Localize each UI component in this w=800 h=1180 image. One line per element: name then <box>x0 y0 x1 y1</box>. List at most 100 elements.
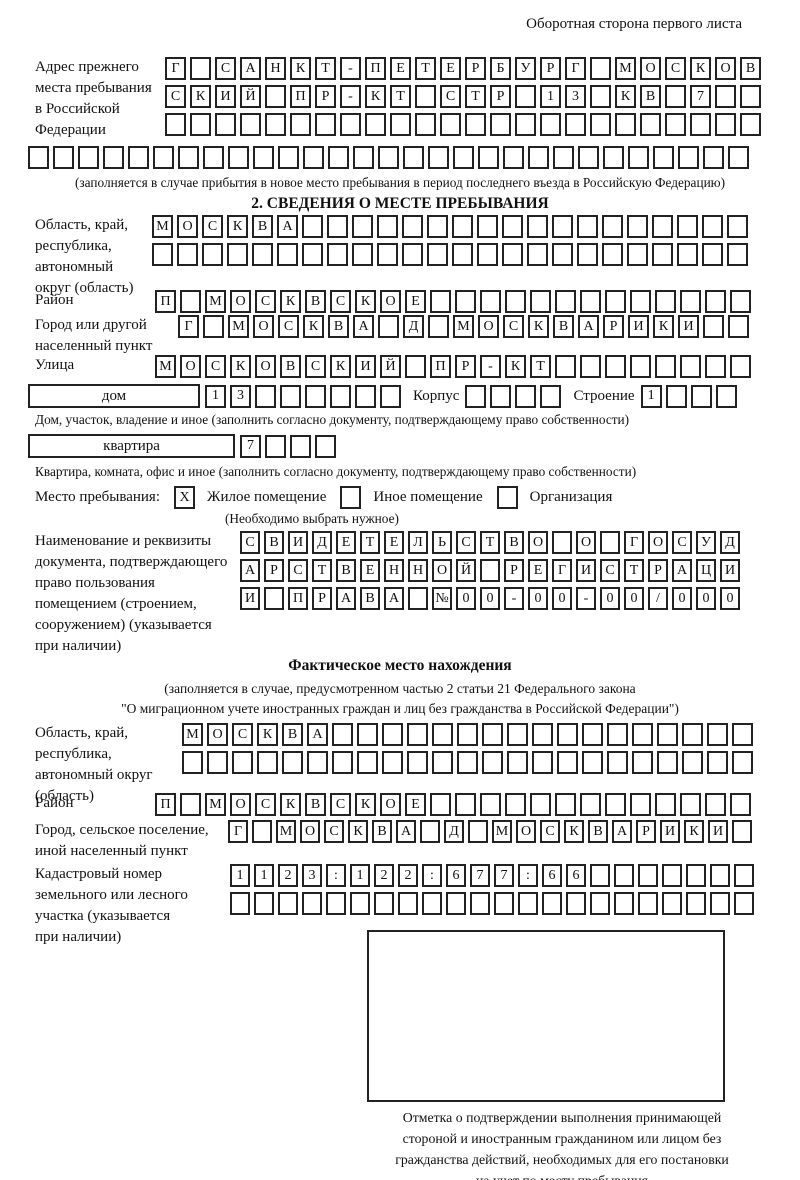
form-cell[interactable] <box>177 243 198 266</box>
form-cell[interactable] <box>715 85 736 108</box>
form-cell[interactable] <box>357 723 378 746</box>
form-cell[interactable]: О <box>253 315 274 338</box>
form-cell[interactable]: А <box>672 559 692 582</box>
form-cell[interactable]: А <box>578 315 599 338</box>
form-cell[interactable] <box>580 290 601 313</box>
form-cell[interactable]: Н <box>408 559 428 582</box>
form-cell[interactable]: И <box>288 531 308 554</box>
form-cell[interactable] <box>578 146 599 169</box>
form-cell[interactable]: А <box>307 723 328 746</box>
form-cell[interactable] <box>710 864 730 887</box>
form-cell[interactable]: С <box>330 290 351 313</box>
form-cell[interactable] <box>352 215 373 238</box>
checkbox-zhiloe-pomeshchenie[interactable]: X <box>174 486 195 509</box>
form-cell[interactable] <box>430 793 451 816</box>
form-cell[interactable]: 1 <box>350 864 370 887</box>
form-cell[interactable] <box>557 751 578 774</box>
form-cell[interactable]: Ь <box>432 531 452 554</box>
form-cell[interactable]: У <box>696 531 716 554</box>
form-cell[interactable] <box>655 355 676 378</box>
form-cell[interactable] <box>302 243 323 266</box>
form-cell[interactable] <box>577 243 598 266</box>
form-cell[interactable] <box>427 215 448 238</box>
form-cell[interactable]: К <box>690 57 711 80</box>
form-cell[interactable]: 3 <box>302 864 322 887</box>
form-cell[interactable] <box>103 146 124 169</box>
form-cell[interactable]: К <box>290 57 311 80</box>
form-cell[interactable] <box>627 243 648 266</box>
form-cell[interactable]: - <box>340 57 361 80</box>
form-cell[interactable]: Е <box>440 57 461 80</box>
form-cell[interactable] <box>728 315 749 338</box>
form-cell[interactable] <box>407 751 428 774</box>
form-cell[interactable] <box>515 384 537 408</box>
form-cell[interactable] <box>182 751 203 774</box>
form-cell[interactable] <box>590 892 610 915</box>
form-cell[interactable] <box>652 215 673 238</box>
form-cell[interactable]: С <box>205 355 226 378</box>
form-cell[interactable]: 6 <box>542 864 562 887</box>
form-cell[interactable] <box>190 113 211 136</box>
form-cell[interactable]: М <box>228 315 249 338</box>
form-cell[interactable] <box>707 751 728 774</box>
form-cell[interactable] <box>602 215 623 238</box>
form-cell[interactable] <box>420 820 440 843</box>
form-cell[interactable] <box>552 243 573 266</box>
form-cell[interactable]: Н <box>384 559 404 582</box>
form-cell[interactable] <box>505 793 526 816</box>
form-cell[interactable] <box>350 892 370 915</box>
form-cell[interactable] <box>515 85 536 108</box>
form-cell[interactable] <box>398 892 418 915</box>
form-cell[interactable] <box>614 892 634 915</box>
form-cell[interactable]: В <box>372 820 392 843</box>
form-cell[interactable] <box>527 243 548 266</box>
form-cell[interactable] <box>265 85 286 108</box>
form-cell[interactable]: К <box>528 315 549 338</box>
form-cell[interactable] <box>315 434 336 458</box>
form-cell[interactable] <box>455 290 476 313</box>
form-cell[interactable]: 1 <box>640 384 662 408</box>
form-cell[interactable] <box>715 384 737 408</box>
form-cell[interactable]: Р <box>540 57 561 80</box>
form-cell[interactable] <box>178 146 199 169</box>
form-cell[interactable]: : <box>422 864 442 887</box>
form-cell[interactable] <box>327 215 348 238</box>
form-cell[interactable] <box>542 892 562 915</box>
form-cell[interactable]: О <box>380 290 401 313</box>
form-cell[interactable]: К <box>615 85 636 108</box>
form-cell[interactable] <box>452 243 473 266</box>
form-cell[interactable] <box>402 215 423 238</box>
form-cell[interactable] <box>365 113 386 136</box>
form-cell[interactable]: В <box>740 57 761 80</box>
form-cell[interactable] <box>507 723 528 746</box>
form-cell[interactable]: О <box>528 531 548 554</box>
form-cell[interactable]: Р <box>603 315 624 338</box>
form-cell[interactable]: 7 <box>470 864 490 887</box>
form-cell[interactable] <box>590 864 610 887</box>
form-cell[interactable]: О <box>177 215 198 238</box>
form-cell[interactable]: Т <box>415 57 436 80</box>
form-cell[interactable]: П <box>290 85 311 108</box>
form-cell[interactable] <box>180 290 201 313</box>
form-cell[interactable]: - <box>480 355 501 378</box>
form-cell[interactable] <box>607 751 628 774</box>
form-cell[interactable]: Т <box>360 531 380 554</box>
form-cell[interactable]: С <box>672 531 692 554</box>
form-cell[interactable] <box>480 559 500 582</box>
form-cell[interactable] <box>628 146 649 169</box>
form-cell[interactable]: С <box>240 531 260 554</box>
form-cell[interactable] <box>590 113 611 136</box>
form-cell[interactable]: В <box>280 355 301 378</box>
form-cell[interactable] <box>655 793 676 816</box>
form-cell[interactable] <box>264 587 284 610</box>
form-cell[interactable] <box>530 290 551 313</box>
form-cell[interactable]: Г <box>165 57 186 80</box>
form-cell[interactable]: 6 <box>446 864 466 887</box>
form-cell[interactable] <box>703 315 724 338</box>
form-cell[interactable] <box>427 243 448 266</box>
form-cell[interactable] <box>305 384 326 408</box>
form-cell[interactable] <box>630 355 651 378</box>
form-cell[interactable]: К <box>230 355 251 378</box>
form-cell[interactable] <box>640 113 661 136</box>
form-cell[interactable]: К <box>330 355 351 378</box>
